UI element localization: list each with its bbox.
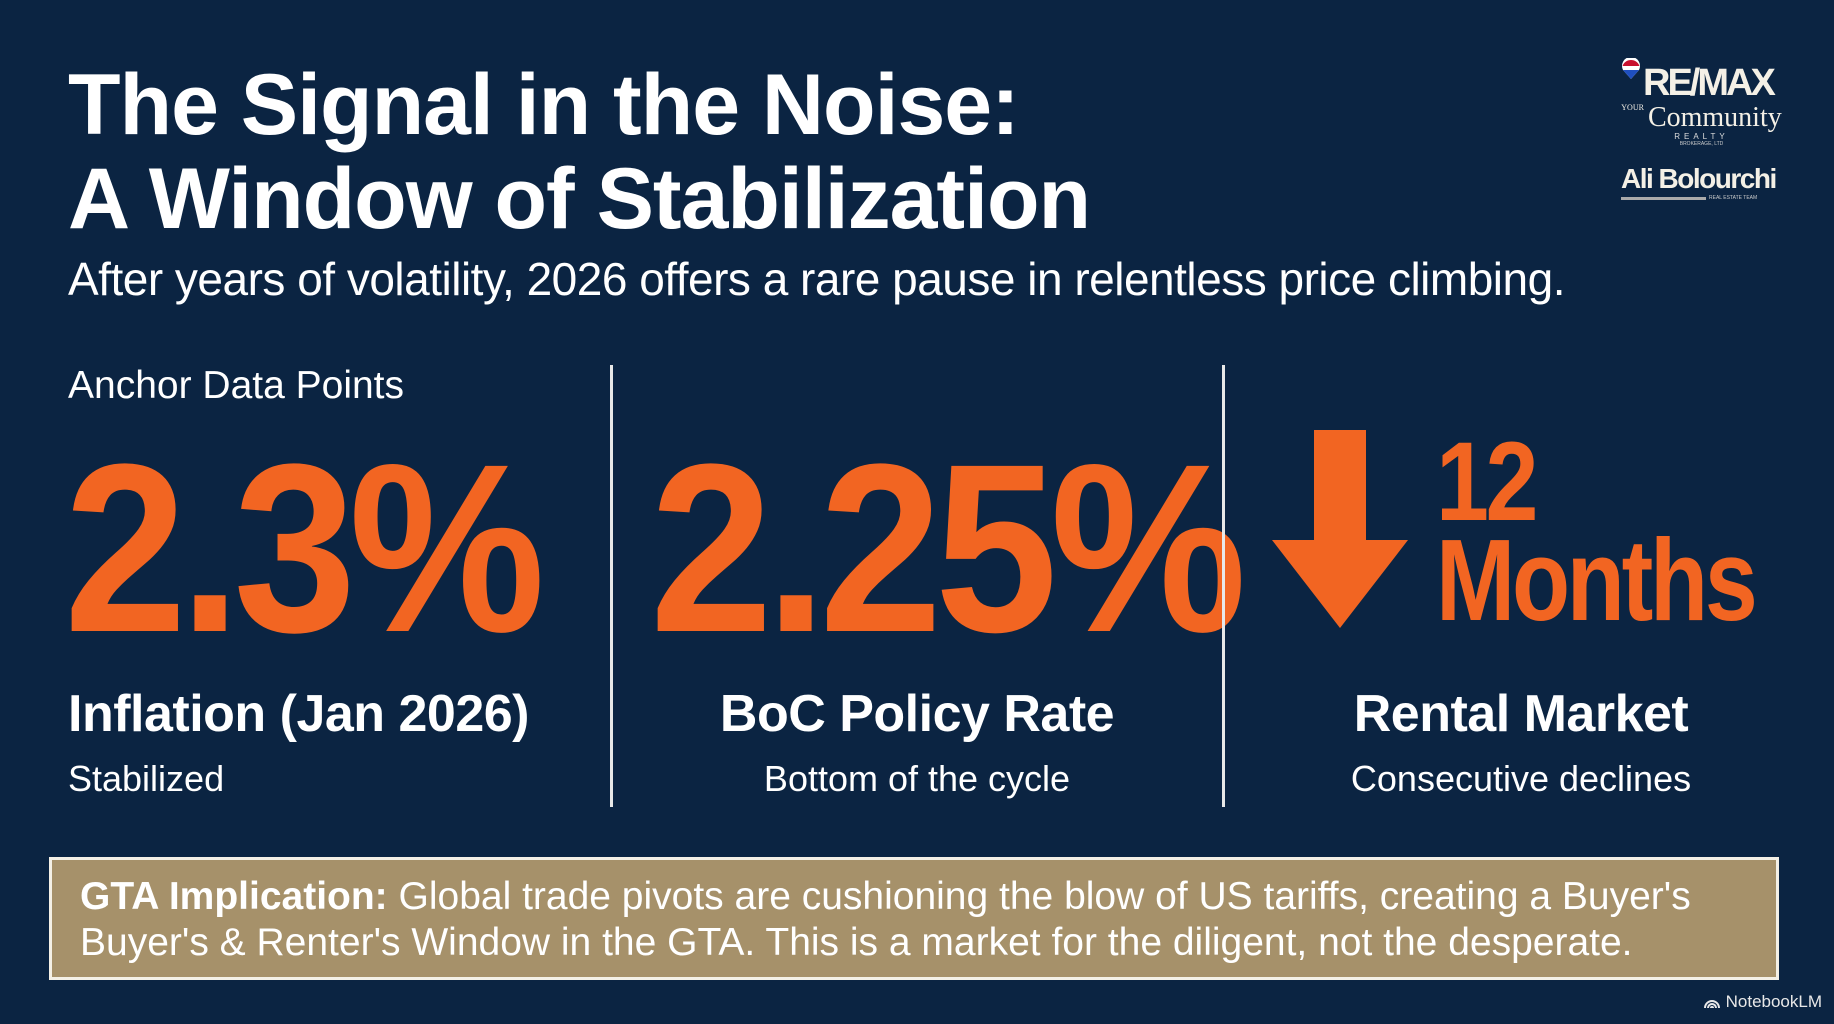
notebooklm-watermark: NotebookLM: [1703, 992, 1822, 1012]
policy-rate-note: Bottom of the cycle: [763, 758, 1071, 799]
community-text: Community: [1647, 102, 1782, 133]
implication-text: Global trade pivots are cushioning the b…: [80, 875, 1691, 964]
your-text: YOUR: [1621, 103, 1644, 112]
notebooklm-icon: [1703, 1000, 1720, 1009]
rental-months-unit: Months: [1436, 515, 1758, 645]
implication-lead: GTA Implication:: [80, 875, 388, 918]
implication-box: GTA Implication: Global trade pivots are…: [49, 857, 1779, 980]
title-line-1: The Signal in the Noise:: [68, 57, 1020, 153]
team-logo: Ali Bolourchi REAL ESTATE TEAM: [1619, 163, 1784, 201]
team-name: Ali Bolourchi: [1621, 163, 1777, 194]
rental-label: Rental Market: [1353, 685, 1689, 743]
arrow-down-icon: [1272, 430, 1408, 628]
remax-logo: RE/MAX YOUR Community REALTY BROKERAGE, …: [1619, 58, 1784, 201]
notebooklm-text: NotebookLM: [1725, 992, 1822, 1011]
policy-rate-value: 2.25%: [650, 414, 1247, 682]
inflation-label: Inflation (Jan 2026): [68, 685, 530, 743]
realty-text: REALTY: [1674, 132, 1729, 141]
inflation-value: 2.3%: [64, 414, 545, 682]
subtitle: After years of volatility, 2026 offers a…: [68, 253, 1565, 305]
balloon-icon: [1622, 58, 1640, 79]
remax-wordmark: RE/MAX: [1643, 62, 1776, 104]
rental-months-number: 12: [1436, 419, 1538, 544]
divider: [1222, 365, 1225, 807]
section-label: Anchor Data Points: [68, 364, 405, 407]
team-tag: REAL ESTATE TEAM: [1709, 195, 1758, 201]
title-line-2: A Window of Stabilization: [68, 151, 1091, 247]
rental-note: Consecutive declines: [1350, 758, 1692, 799]
brokerage-text: BROKERAGE, LTD: [1679, 141, 1724, 147]
page-title: The Signal in the Noise: A Window of Sta…: [68, 57, 1091, 247]
inflation-note: Stabilized: [68, 758, 225, 799]
divider: [610, 365, 613, 807]
policy-rate-label: BoC Policy Rate: [719, 685, 1115, 743]
